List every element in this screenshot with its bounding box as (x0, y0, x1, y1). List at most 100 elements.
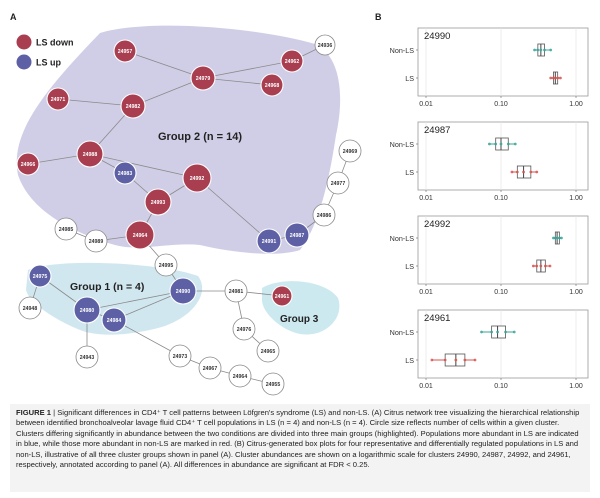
box-point (556, 76, 560, 80)
cluster-node-circle (18, 296, 42, 320)
network-edge (124, 50, 204, 79)
x-tick-label: 0.10 (494, 383, 508, 390)
cluster-node: 24975 (28, 264, 52, 288)
box-point (506, 142, 510, 146)
box-point (494, 142, 498, 146)
cluster-node: 24980 (73, 296, 101, 324)
cluster-node-label: 24984 (107, 318, 122, 324)
cluster-node-circle (198, 356, 222, 380)
cluster-node-label: 24936 (318, 43, 333, 49)
cluster-node-circle (84, 229, 108, 253)
cluster-node: 24961 (271, 285, 293, 307)
cluster-node-label: 24979 (196, 76, 211, 82)
boxplot-chart: 24990 Non-LS LS 0.01 0.10 1.00 (390, 27, 589, 108)
box-point (513, 142, 517, 146)
cluster-node-circle (232, 317, 256, 341)
boxplot-chart: 24961 Non-LS LS 0.01 0.10 1.00 (390, 309, 589, 390)
network-edge (132, 77, 204, 107)
box (531, 259, 552, 273)
cluster-node: 24965 (256, 339, 280, 363)
cluster-node-circle (113, 161, 137, 185)
category-label: Non-LS (390, 234, 415, 243)
group-label: Group 2 (n = 14) (158, 131, 242, 143)
cluster-node: 24983 (113, 161, 137, 185)
cluster-node: 24936 (314, 34, 336, 56)
boxplot-title: 24992 (424, 219, 450, 230)
figure-caption: FIGURE 1 | Significant differences in CD… (10, 404, 590, 492)
cluster-node-circle (228, 364, 252, 388)
cluster-node-label: 24987 (290, 233, 305, 239)
cluster-node-circle (16, 152, 40, 176)
x-tick-label: 1.00 (569, 383, 583, 390)
boxplot-chart: 24987 Non-LS LS 0.01 0.10 1.00 (390, 121, 589, 202)
cluster-node-label: 24990 (176, 289, 191, 295)
cluster-node: 24986 (312, 203, 336, 227)
cluster-node-label: 24980 (80, 308, 95, 314)
box-point (430, 358, 434, 362)
cluster-node-circle (182, 163, 212, 193)
cluster-node-circle (280, 49, 304, 73)
cluster-node: 24987 (284, 222, 310, 248)
boxplot-chart: 24992 Non-LS LS 0.01 0.10 1.00 (390, 215, 589, 296)
boxplot-title: 24990 (424, 31, 450, 42)
cluster-node-label: 24977 (331, 181, 346, 187)
cluster-node-circle (338, 139, 362, 163)
cluster-node-label: 24961 (275, 294, 290, 300)
cluster-node: 24976 (232, 317, 256, 341)
plot-frame (417, 121, 589, 191)
legend-label: LS down (36, 38, 74, 48)
network-edge (57, 98, 134, 107)
x-tick-label: 0.01 (419, 101, 433, 108)
box-point (510, 170, 514, 174)
category-label: Non-LS (390, 46, 415, 55)
box-point (473, 358, 477, 362)
cluster-node: 24977 (326, 171, 350, 195)
cluster-node: 24955 (261, 372, 285, 396)
box-point (543, 48, 546, 52)
cluster-node-circle (120, 93, 146, 119)
cluster-node-circle (73, 296, 101, 324)
cluster-node-circle (76, 140, 104, 168)
cluster-node-label: 24995 (159, 263, 174, 269)
category-label: LS (405, 168, 414, 177)
cluster-node-circle (224, 279, 248, 303)
cluster-node-label: 24969 (343, 149, 358, 155)
boxplot-title: 24961 (424, 313, 450, 324)
box-point (487, 142, 491, 146)
legend-swatch (16, 34, 32, 50)
cluster-node: 24991 (256, 228, 282, 254)
box-point (549, 48, 553, 52)
cluster-node-label: 24993 (151, 200, 166, 206)
cluster-node: 24948 (18, 296, 42, 320)
cluster-node-circle (75, 345, 99, 369)
cluster-node-label: 24964 (233, 374, 248, 380)
network-edge (86, 290, 184, 311)
cluster-node: 24982 (120, 93, 146, 119)
box-point (557, 236, 561, 240)
cluster-node-circle (190, 65, 216, 91)
cluster-node-label: 24955 (266, 382, 281, 388)
boxplot-panel: B 24990 Non-LS LS 0.01 0.10 1.00 24987 Non-LS LS 0… (375, 12, 589, 390)
x-tick-label: 1.00 (569, 289, 583, 296)
box-point (539, 264, 543, 268)
cluster-node: 24993 (144, 188, 172, 216)
box (533, 43, 553, 57)
cluster-node-label: 24966 (21, 162, 36, 168)
legend-swatch (16, 54, 32, 70)
box (552, 231, 563, 245)
x-tick-label: 0.01 (419, 383, 433, 390)
cluster-node-label: 24971 (51, 97, 66, 103)
cluster-node-label: 24986 (317, 213, 332, 219)
cluster-node-label: 24965 (261, 349, 276, 355)
cluster-node-label: 24957 (118, 49, 133, 55)
cluster-node-circle (125, 220, 155, 250)
box-point (522, 170, 525, 174)
cluster-node: 24962 (280, 49, 304, 73)
box-point (480, 330, 483, 334)
cluster-node-circle (169, 277, 197, 305)
cluster-node: 24985 (54, 217, 78, 241)
x-tick-label: 1.00 (569, 195, 583, 202)
group-label: Group 3 (280, 314, 319, 325)
cluster-node-label: 24943 (80, 355, 95, 361)
box-point (535, 264, 539, 268)
